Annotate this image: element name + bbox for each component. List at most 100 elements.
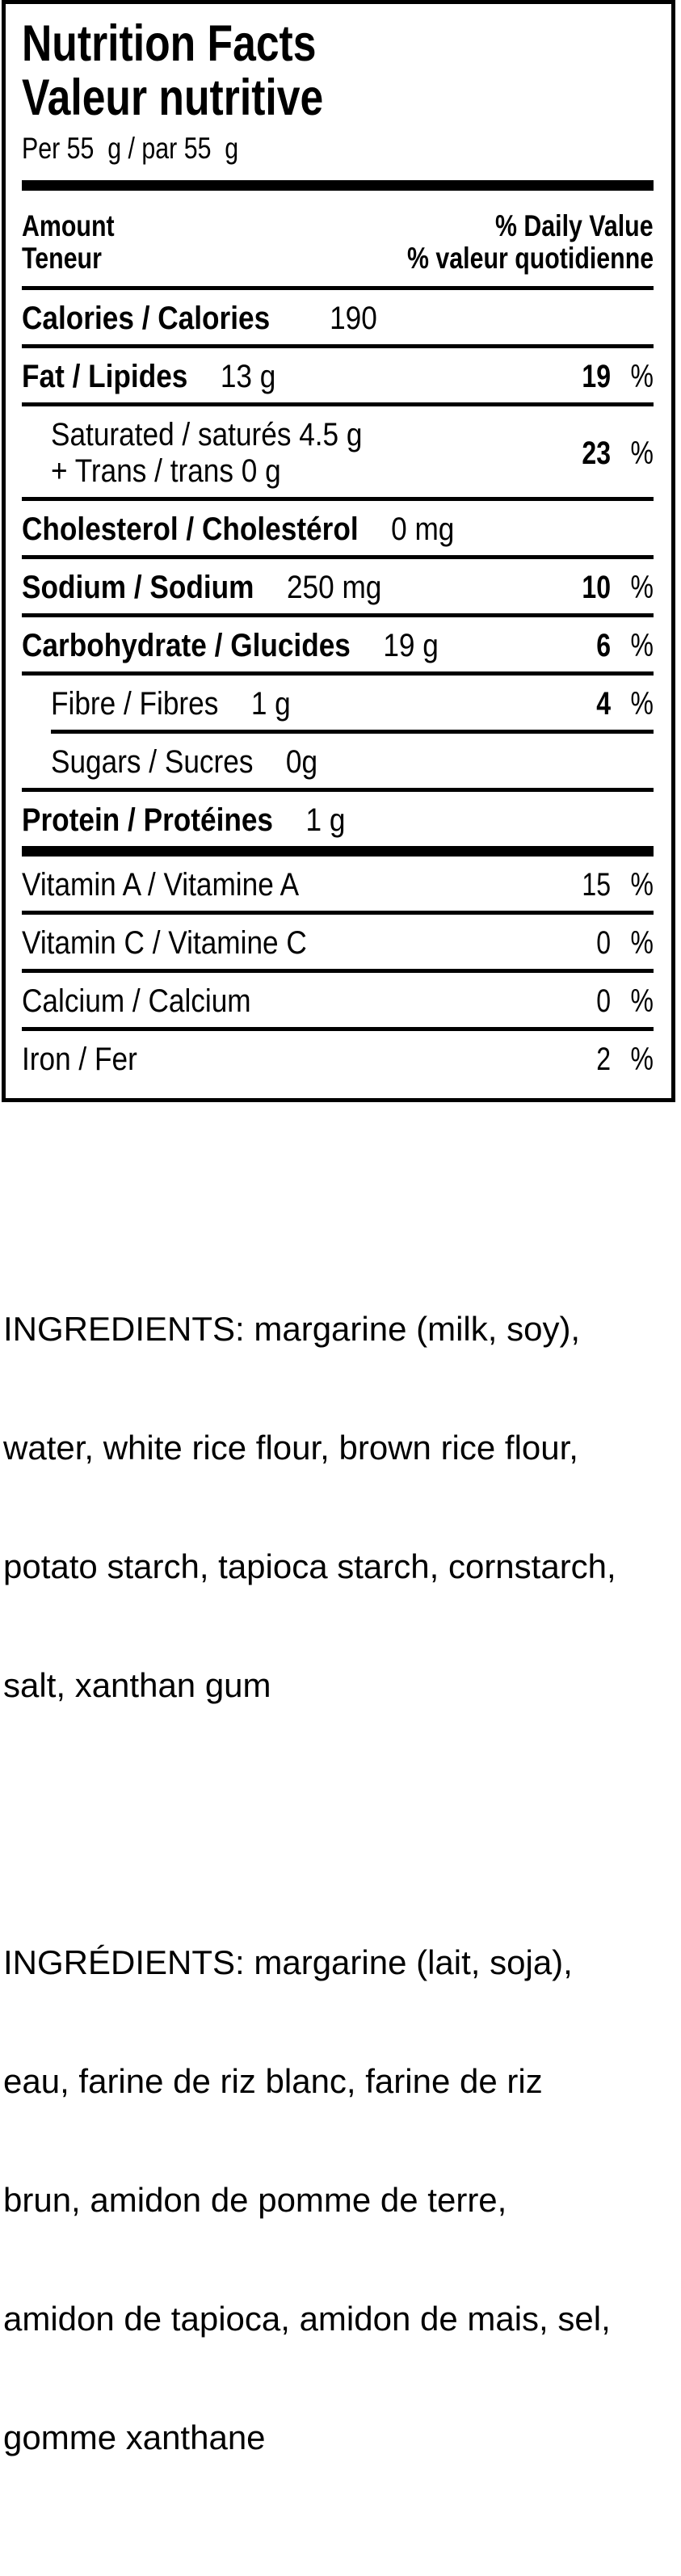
nutrient-name-text: Carbohydrate / Glucides xyxy=(22,628,351,663)
label-title-fr: Valeur nutritive xyxy=(22,71,654,125)
percent-sign: % xyxy=(630,983,654,1019)
nutrient-name: Calcium / Calcium xyxy=(22,983,282,1020)
nutrient-amount: 0 mg xyxy=(391,511,455,547)
nutrient-name-text: Sodium / Sodium xyxy=(22,570,254,605)
nutrient-amount: 13 g xyxy=(220,359,276,394)
thick-divider-top xyxy=(22,180,654,191)
amount-header-fr-text: Teneur xyxy=(22,242,102,275)
nutrient-amount: 1 g xyxy=(305,802,346,838)
daily-value-number: 23 xyxy=(582,435,611,471)
daily-value: 0% xyxy=(562,983,654,1020)
daily-value-number: 4 xyxy=(596,686,611,722)
nutrient-name-text: Vitamin C / Vitamine C xyxy=(22,925,307,961)
nutrient-row-vitamin-a: Vitamin A / Vitamine A 15% xyxy=(22,857,654,911)
nutrient-amount: 250 mg xyxy=(286,570,382,605)
nutrient-name-line2: + Trans / trans 0 g xyxy=(51,453,281,489)
ingredients-line: brun, amidon de pomme de terre, xyxy=(3,2181,507,2219)
divider xyxy=(22,286,654,290)
daily-value: 19% xyxy=(562,359,654,395)
nutrient-row-fibre: Fibre / Fibres 1 g 4% xyxy=(22,676,654,730)
divider xyxy=(22,555,654,559)
nutrient-row-protein: Protein / Protéines 1 g xyxy=(22,792,654,846)
nutrient-row-sugars: Sugars / Sucres 0g xyxy=(22,734,654,788)
divider xyxy=(22,788,654,792)
divider xyxy=(22,344,654,348)
nutrient-name: Protein / Protéines 1 g xyxy=(22,802,389,839)
divider xyxy=(22,613,654,617)
thick-divider-micronutrients xyxy=(22,846,654,857)
daily-value-number: 19 xyxy=(582,359,611,394)
daily-value: 6% xyxy=(562,628,654,664)
nutrient-row-sodium: Sodium / Sodium 250 mg 10% xyxy=(22,559,654,613)
ingredients-line: gomme xanthane xyxy=(3,2418,266,2456)
nutrient-name: Saturated / saturés 4.5 g + Trans / trans… xyxy=(22,417,405,490)
nutrient-amount: 190 xyxy=(330,301,377,336)
divider xyxy=(22,497,654,501)
nutrient-row-vitamin-c: Vitamin C / Vitamine C 0% xyxy=(22,915,654,969)
percent-sign: % xyxy=(630,925,654,961)
nutrient-row-carbohydrate: Carbohydrate / Glucides 19 g 6% xyxy=(22,617,654,671)
nutrient-name-text: Vitamin A / Vitamine A xyxy=(22,867,300,903)
nutrient-name-line1: Saturated / saturés 4.5 g xyxy=(51,417,363,452)
nutrient-row-fat: Fat / Lipides 13 g 19% xyxy=(22,348,654,402)
percent-sign: % xyxy=(630,435,654,471)
nutrient-name: Fibre / Fibres 1 g xyxy=(22,686,323,722)
nutrient-name-text: Calcium / Calcium xyxy=(22,983,251,1019)
label-title-fr-text: Valeur nutritive xyxy=(22,69,324,126)
nutrient-name-text: Fibre / Fibres xyxy=(51,686,219,722)
daily-value: 15% xyxy=(562,867,654,903)
daily-value-number: 15 xyxy=(582,867,611,903)
percent-sign: % xyxy=(630,359,654,394)
nutrient-name-text: Protein / Protéines xyxy=(22,802,274,838)
column-headers: Amount Teneur % Daily Value % valeur quo… xyxy=(22,191,654,286)
amount-header: Amount Teneur xyxy=(22,210,135,275)
nutrient-name: Calories / Calories 190 xyxy=(22,301,426,337)
daily-value-number: 6 xyxy=(596,628,611,663)
daily-value-header-fr: % valeur quotidienne xyxy=(353,242,654,275)
divider xyxy=(22,911,654,915)
nutrient-name-text: Fat / Lipides xyxy=(22,359,188,394)
daily-value: 10% xyxy=(562,570,654,606)
nutrient-name: Iron / Fer xyxy=(22,1042,153,1078)
percent-sign: % xyxy=(630,628,654,663)
ingredients-line: salt, xanthan gum xyxy=(3,1666,271,1704)
nutrient-name: Carbohydrate / Glucides 19 g xyxy=(22,628,495,664)
nutrient-name-text: Calories / Calories xyxy=(22,301,271,336)
daily-value-header-en: % Daily Value xyxy=(353,210,654,242)
nutrition-facts-label: Nutrition Facts Valeur nutritive Per 55 … xyxy=(2,0,675,1102)
nutrient-row-calories: Calories / Calories 190 xyxy=(22,290,654,344)
daily-value: 23% xyxy=(562,436,654,472)
percent-sign: % xyxy=(630,686,654,722)
daily-value-number: 0 xyxy=(596,983,611,1019)
nutrient-name-text: Sugars / Sucres xyxy=(51,744,254,780)
nutrient-name: Vitamin C / Vitamine C xyxy=(22,925,346,962)
serving-size: Per 55 g / par 55 g xyxy=(22,132,654,166)
daily-value-number: 10 xyxy=(582,570,611,605)
daily-value: 0% xyxy=(562,925,654,962)
amount-header-fr: Teneur xyxy=(22,242,135,275)
nutrient-amount: 19 g xyxy=(383,628,439,663)
ingredients-section: INGREDIENTS: margarine (milk, soy), wate… xyxy=(3,1151,674,2576)
nutrient-name: Fat / Lipides 13 g xyxy=(22,359,310,395)
percent-sign: % xyxy=(630,867,654,903)
daily-value-number: 2 xyxy=(596,1042,611,1077)
nutrient-name: Cholesterol / Cholestérol 0 mg xyxy=(22,511,513,548)
divider-indented xyxy=(51,730,654,734)
daily-value: 2% xyxy=(562,1042,654,1078)
daily-value-header: % Daily Value % valeur quotidienne xyxy=(353,210,654,275)
serving-size-text: Per 55 g / par 55 g xyxy=(22,132,239,165)
ingredients-en: INGREDIENTS: margarine (milk, soy), wate… xyxy=(3,1230,674,1784)
divider xyxy=(22,402,654,406)
nutrient-name-text: Cholesterol / Cholestérol xyxy=(22,511,359,547)
ingredients-line: INGRÉDIENTS: margarine (lait, soja), xyxy=(3,1943,573,1981)
ingredients-line: potato starch, tapioca starch, cornstarc… xyxy=(3,1547,616,1585)
divider xyxy=(22,969,654,973)
amount-header-en: Amount xyxy=(22,210,135,242)
ingredients-line: water, white rice flour, brown rice flou… xyxy=(3,1429,578,1467)
daily-value-header-en-text: % Daily Value xyxy=(495,209,654,242)
daily-value: 4% xyxy=(562,686,654,722)
nutrient-name: Sodium / Sodium 250 mg xyxy=(22,570,431,606)
ingredients-fr: INGRÉDIENTS: margarine (lait, soja), eau… xyxy=(3,1863,674,2536)
ingredients-line: amidon de tapioca, amidon de mais, sel, xyxy=(3,2300,611,2338)
amount-header-en-text: Amount xyxy=(22,209,115,242)
